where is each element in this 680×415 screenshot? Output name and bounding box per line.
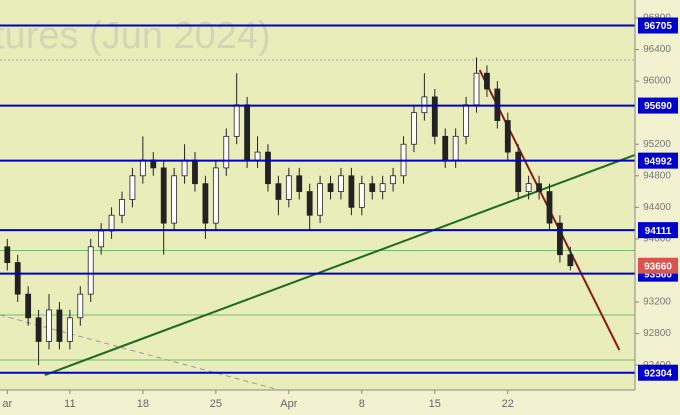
y-tick-label: 92800: [643, 328, 671, 339]
candle-body: [327, 183, 334, 192]
y-tick-label: 96000: [643, 76, 671, 87]
candle-body: [233, 104, 240, 137]
candle-body: [379, 183, 386, 192]
level-label-box: [638, 364, 678, 381]
level-label: 92304: [644, 368, 672, 379]
level-label: 93560: [644, 269, 672, 280]
level-label-box: [638, 222, 678, 239]
y-tick-label: 96400: [643, 44, 671, 55]
plot-content: tures (Jun 2024): [0, 15, 635, 390]
x-tick-label: ar: [2, 398, 12, 410]
x-tick-label: 15: [429, 398, 441, 410]
candle-body: [265, 151, 271, 185]
y-tick-label: 94800: [643, 170, 671, 181]
candle-body: [181, 159, 188, 177]
candle-body: [202, 183, 209, 224]
candle-body: [390, 175, 396, 185]
last-price-box: [638, 257, 678, 274]
axes: 9680096400960009520094800944009400093200…: [2, 13, 678, 410]
candle-body: [108, 214, 115, 232]
y-tick-label: 93200: [643, 297, 671, 308]
last-price-label: 93660: [644, 261, 672, 272]
y-tick-label: 94000: [643, 234, 671, 245]
watermark: tures (Jun 2024): [0, 15, 271, 57]
x-tick-label: Apr: [280, 398, 297, 410]
candle-body: [515, 151, 522, 192]
candle-body: [285, 175, 292, 200]
candle-body: [306, 191, 313, 216]
level-label: 94992: [644, 156, 672, 167]
candle-body: [484, 72, 490, 90]
candle-body: [473, 72, 480, 106]
level-label-box: [638, 97, 678, 114]
candle-body: [338, 175, 344, 192]
candle-body: [77, 293, 84, 319]
candle-body: [411, 112, 417, 145]
candle-body: [525, 183, 532, 192]
candle-body: [431, 96, 438, 137]
y-tick-label: 95200: [643, 139, 671, 150]
candle-body: [463, 104, 469, 137]
x-tick-label: 18: [137, 398, 149, 410]
candle-body: [567, 254, 574, 267]
candle-body: [275, 183, 282, 200]
candle-body: [254, 151, 261, 161]
candle-body: [358, 183, 365, 208]
candle-body: [87, 246, 94, 295]
level-label-box: [638, 152, 678, 169]
candle-body: [452, 135, 459, 161]
candle-body: [46, 309, 52, 342]
candle-body: [317, 183, 324, 216]
x-tick-label: 25: [210, 398, 222, 410]
x-tick-label: 11: [64, 398, 75, 410]
candle-body: [212, 167, 219, 224]
candle-body: [14, 262, 21, 295]
x-tick-label: 8: [359, 398, 365, 410]
candle-body: [160, 167, 167, 224]
candle-body: [296, 175, 303, 192]
candle-body: [369, 183, 376, 192]
candle-body: [504, 120, 511, 153]
candle-body: [546, 191, 553, 224]
candle-body: [35, 317, 42, 342]
candle-body: [223, 135, 230, 169]
x-tick-label: 22: [502, 398, 514, 410]
level-label: 96705: [644, 21, 672, 32]
candle-body: [536, 183, 542, 192]
level-label: 94111: [645, 226, 672, 237]
y-tick-label: 94400: [643, 202, 671, 213]
candle-body: [442, 135, 449, 161]
candle-body: [192, 159, 198, 185]
level-label-box: [638, 17, 678, 34]
candle-body: [98, 230, 105, 248]
candle-body: [348, 175, 355, 208]
candle-body: [557, 222, 563, 256]
level-label: 95690: [644, 101, 672, 112]
candle-body: [119, 199, 125, 216]
candle-body: [171, 175, 178, 224]
candle-body: [4, 246, 11, 263]
candle-body: [139, 159, 146, 177]
candle-body: [244, 104, 251, 161]
candle-body: [25, 293, 32, 319]
candle-body: [129, 175, 136, 200]
candle-body: [56, 309, 63, 342]
candle-body: [66, 317, 73, 342]
